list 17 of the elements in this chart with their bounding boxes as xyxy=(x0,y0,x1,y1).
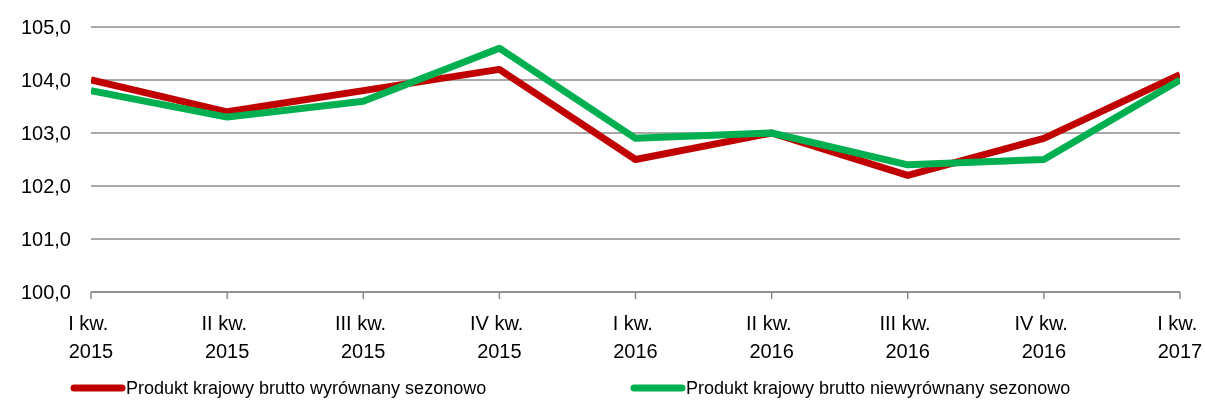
x-tick-label: I kw. 2016 xyxy=(612,312,659,362)
legend-label: Produkt krajowy brutto wyrównany sezonowo xyxy=(126,377,487,400)
x-tick-label: IV kw. 2015 xyxy=(469,312,529,362)
x-tick-label: I kw. 2017 xyxy=(1157,312,1203,362)
x-tick-label: III kw. 2015 xyxy=(334,312,392,362)
y-tick-label: 100,0 xyxy=(20,281,71,304)
y-tick-label: 103,0 xyxy=(20,122,71,145)
x-tick-label: III kw. 2016 xyxy=(879,312,937,362)
y-tick-label: 104,0 xyxy=(20,69,71,92)
x-tick-label: II kw. 2016 xyxy=(746,312,798,362)
y-tick-label: 101,0 xyxy=(20,228,71,251)
y-tick-label: 105,0 xyxy=(20,16,71,39)
legend-label: Produkt krajowy brutto niewyrównany sezonowo xyxy=(686,377,1071,400)
y-tick-label: 102,0 xyxy=(20,175,71,198)
x-tick-label: IV kw. 2016 xyxy=(1014,312,1074,362)
x-tick-label: I kw. 2015 xyxy=(68,312,114,362)
x-tick-label: II kw. 2015 xyxy=(201,312,253,362)
